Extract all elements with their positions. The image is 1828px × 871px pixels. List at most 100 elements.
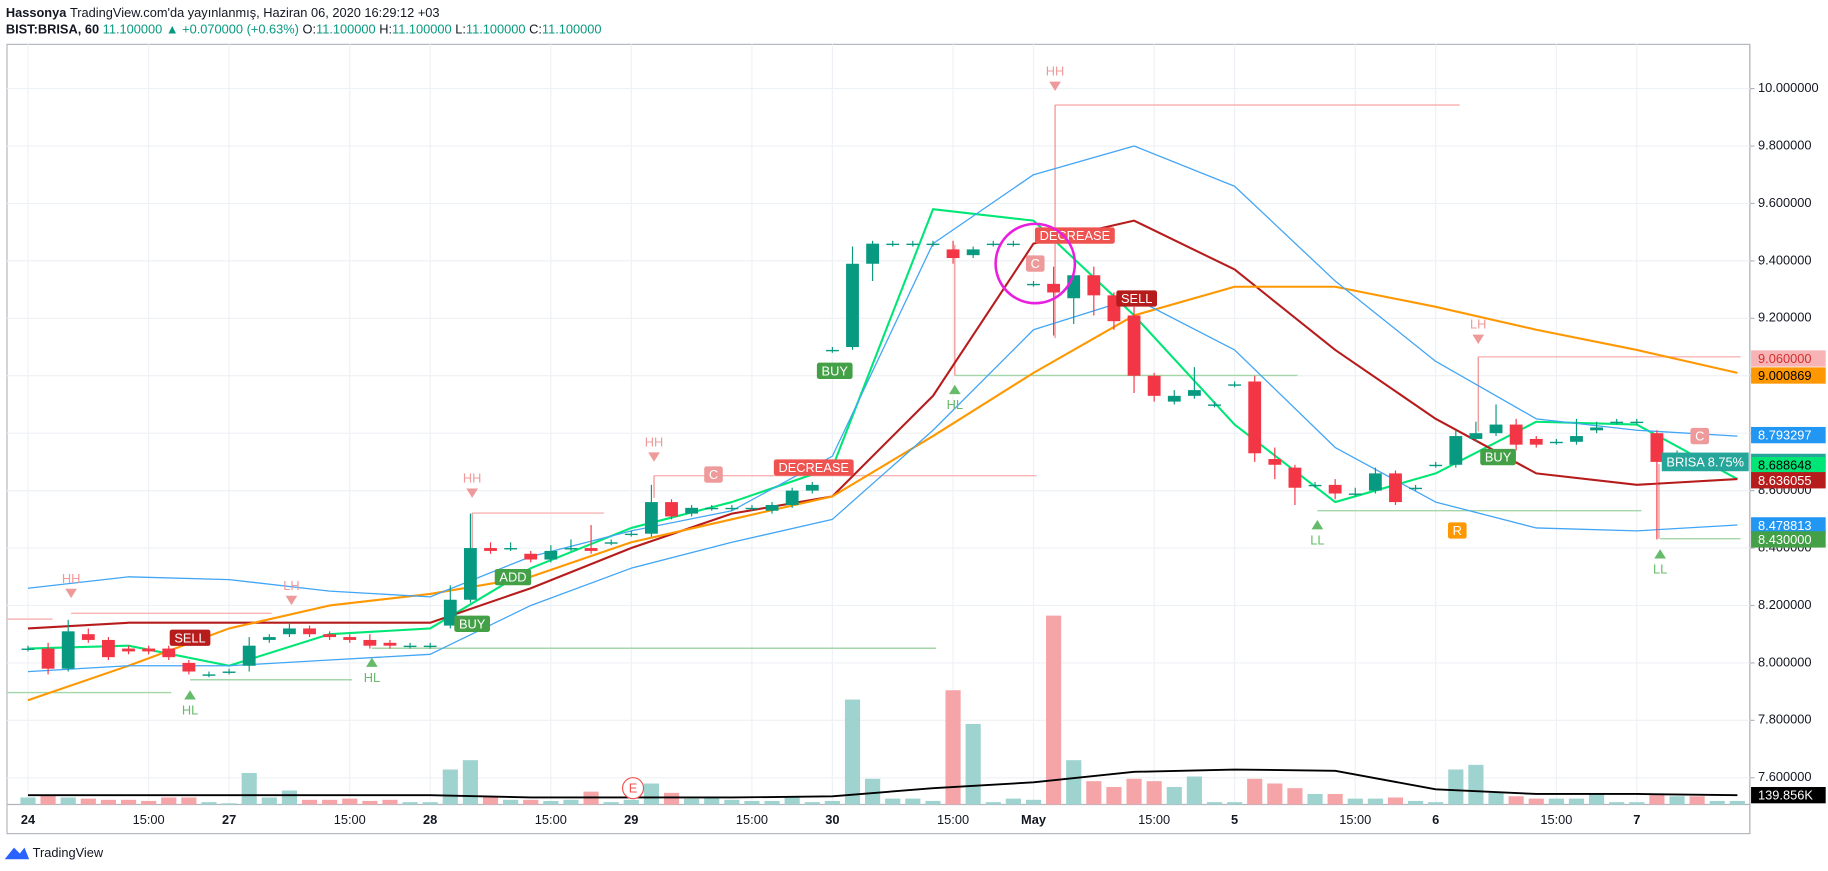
highlight-circle	[994, 222, 1077, 305]
signal-label: R	[1453, 523, 1462, 538]
volume-bar	[362, 800, 378, 805]
volume-bar	[281, 790, 297, 805]
volume-bar	[744, 800, 760, 805]
candle-body	[966, 249, 980, 256]
volume-bar	[643, 783, 659, 805]
volume-bar	[1689, 796, 1705, 805]
candle-body	[122, 648, 135, 652]
candle-body	[705, 507, 719, 510]
x-tick-label: 29	[624, 812, 638, 827]
pivot-label: LL	[1310, 532, 1324, 547]
candle-body	[805, 484, 819, 491]
volume-bar	[724, 799, 740, 805]
volume-bar	[603, 802, 619, 805]
volume-bar	[1468, 764, 1484, 805]
price-badge-label: 9.000869	[1758, 368, 1811, 383]
volume-bar	[563, 799, 579, 805]
volume-bar	[181, 797, 197, 805]
indicator-line	[27, 297, 1738, 673]
candle-body	[182, 662, 196, 672]
candle-body	[81, 634, 95, 640]
volume-badge-label: 139.856K	[1758, 788, 1813, 803]
x-tick-label: 15:00	[133, 812, 165, 827]
volume-bar	[1046, 615, 1062, 805]
candle-body	[1268, 459, 1282, 465]
x-tick-label: 30	[825, 812, 839, 827]
price: 11.100000	[103, 22, 163, 37]
candle-body	[1368, 473, 1382, 491]
volume-bar	[1568, 798, 1585, 805]
x-tick-label: 6	[1432, 812, 1439, 827]
volume-bar	[985, 802, 1001, 805]
candle-body	[544, 550, 558, 560]
x-tick-label: 28	[423, 812, 437, 827]
volume-bar	[1448, 769, 1464, 805]
candle-body	[1167, 395, 1181, 402]
candle-body	[383, 642, 397, 646]
volume-bar	[704, 797, 720, 805]
pivot-label: LH	[1470, 317, 1486, 332]
x-tick-label: 15:00	[736, 812, 768, 827]
pivot-label: HL	[182, 703, 198, 718]
symbol: BIST:BRISA, 60	[6, 22, 99, 37]
candle-body	[1228, 384, 1242, 386]
volume-bar	[885, 798, 901, 805]
signal-box	[1025, 255, 1045, 272]
x-tick-label: 15:00	[1339, 812, 1371, 827]
pivot-marker	[1472, 334, 1485, 344]
x-tick-label: 24	[21, 812, 36, 827]
price-badge	[1751, 472, 1826, 489]
signal-box	[1116, 290, 1158, 307]
candle-body	[846, 263, 859, 348]
candle-body	[725, 507, 739, 510]
volume-bar	[1186, 776, 1202, 805]
candle-body	[906, 243, 920, 246]
volume-bar	[663, 792, 680, 805]
candle-body	[564, 548, 578, 550]
candle-body	[403, 645, 417, 648]
y-tick-label: 9.800000	[1758, 137, 1811, 152]
volume-bar	[764, 800, 780, 805]
x-tick-label: 15:00	[334, 812, 366, 827]
signal-label: C	[1031, 256, 1040, 271]
indicator-line	[27, 208, 1738, 667]
grid	[6, 44, 1750, 805]
legend-label: O:	[302, 22, 316, 37]
volume-bar	[1086, 781, 1102, 805]
published: TradingView.com'da yayınlanmış, Haziran …	[70, 5, 440, 20]
price-badge-label: 8.688648	[1758, 458, 1811, 473]
candle-body	[463, 548, 477, 600]
candles	[21, 240, 1744, 678]
pivot-marker	[948, 384, 961, 395]
candle-body	[1610, 421, 1624, 424]
logo	[4, 847, 30, 860]
candle-body	[866, 243, 880, 264]
candle-body	[685, 507, 699, 514]
volume-bar	[684, 798, 700, 805]
volume-bar	[1327, 793, 1343, 805]
volume-bar	[60, 797, 76, 805]
signal-box	[1447, 522, 1467, 539]
x-tick-label: 7	[1633, 812, 1640, 827]
candle-body	[825, 349, 839, 352]
volume	[20, 615, 1745, 805]
x-tick-label: 5	[1231, 812, 1238, 827]
candle-body	[142, 648, 156, 652]
volume-bar	[1126, 778, 1142, 805]
candle-body	[283, 628, 296, 635]
candle-body	[1348, 493, 1362, 495]
volume-bar	[1247, 778, 1263, 805]
volume-bar	[342, 798, 358, 805]
price-badge-label: 9.060000	[1758, 351, 1811, 366]
candle-body	[624, 533, 638, 536]
candle-body	[1409, 487, 1423, 490]
volume-bar	[1307, 793, 1323, 805]
change: ▲ +0.070000 (+0.63%)	[166, 22, 299, 37]
legend: BIST:BRISA, 60 11.100000 ▲ +0.070000 (+0…	[6, 22, 602, 37]
pivot-marker	[184, 690, 196, 700]
volume-bar	[322, 799, 338, 805]
candle-body	[242, 645, 256, 666]
price-badge-label: 8.430000	[1758, 532, 1811, 547]
signal-box	[1034, 227, 1115, 244]
